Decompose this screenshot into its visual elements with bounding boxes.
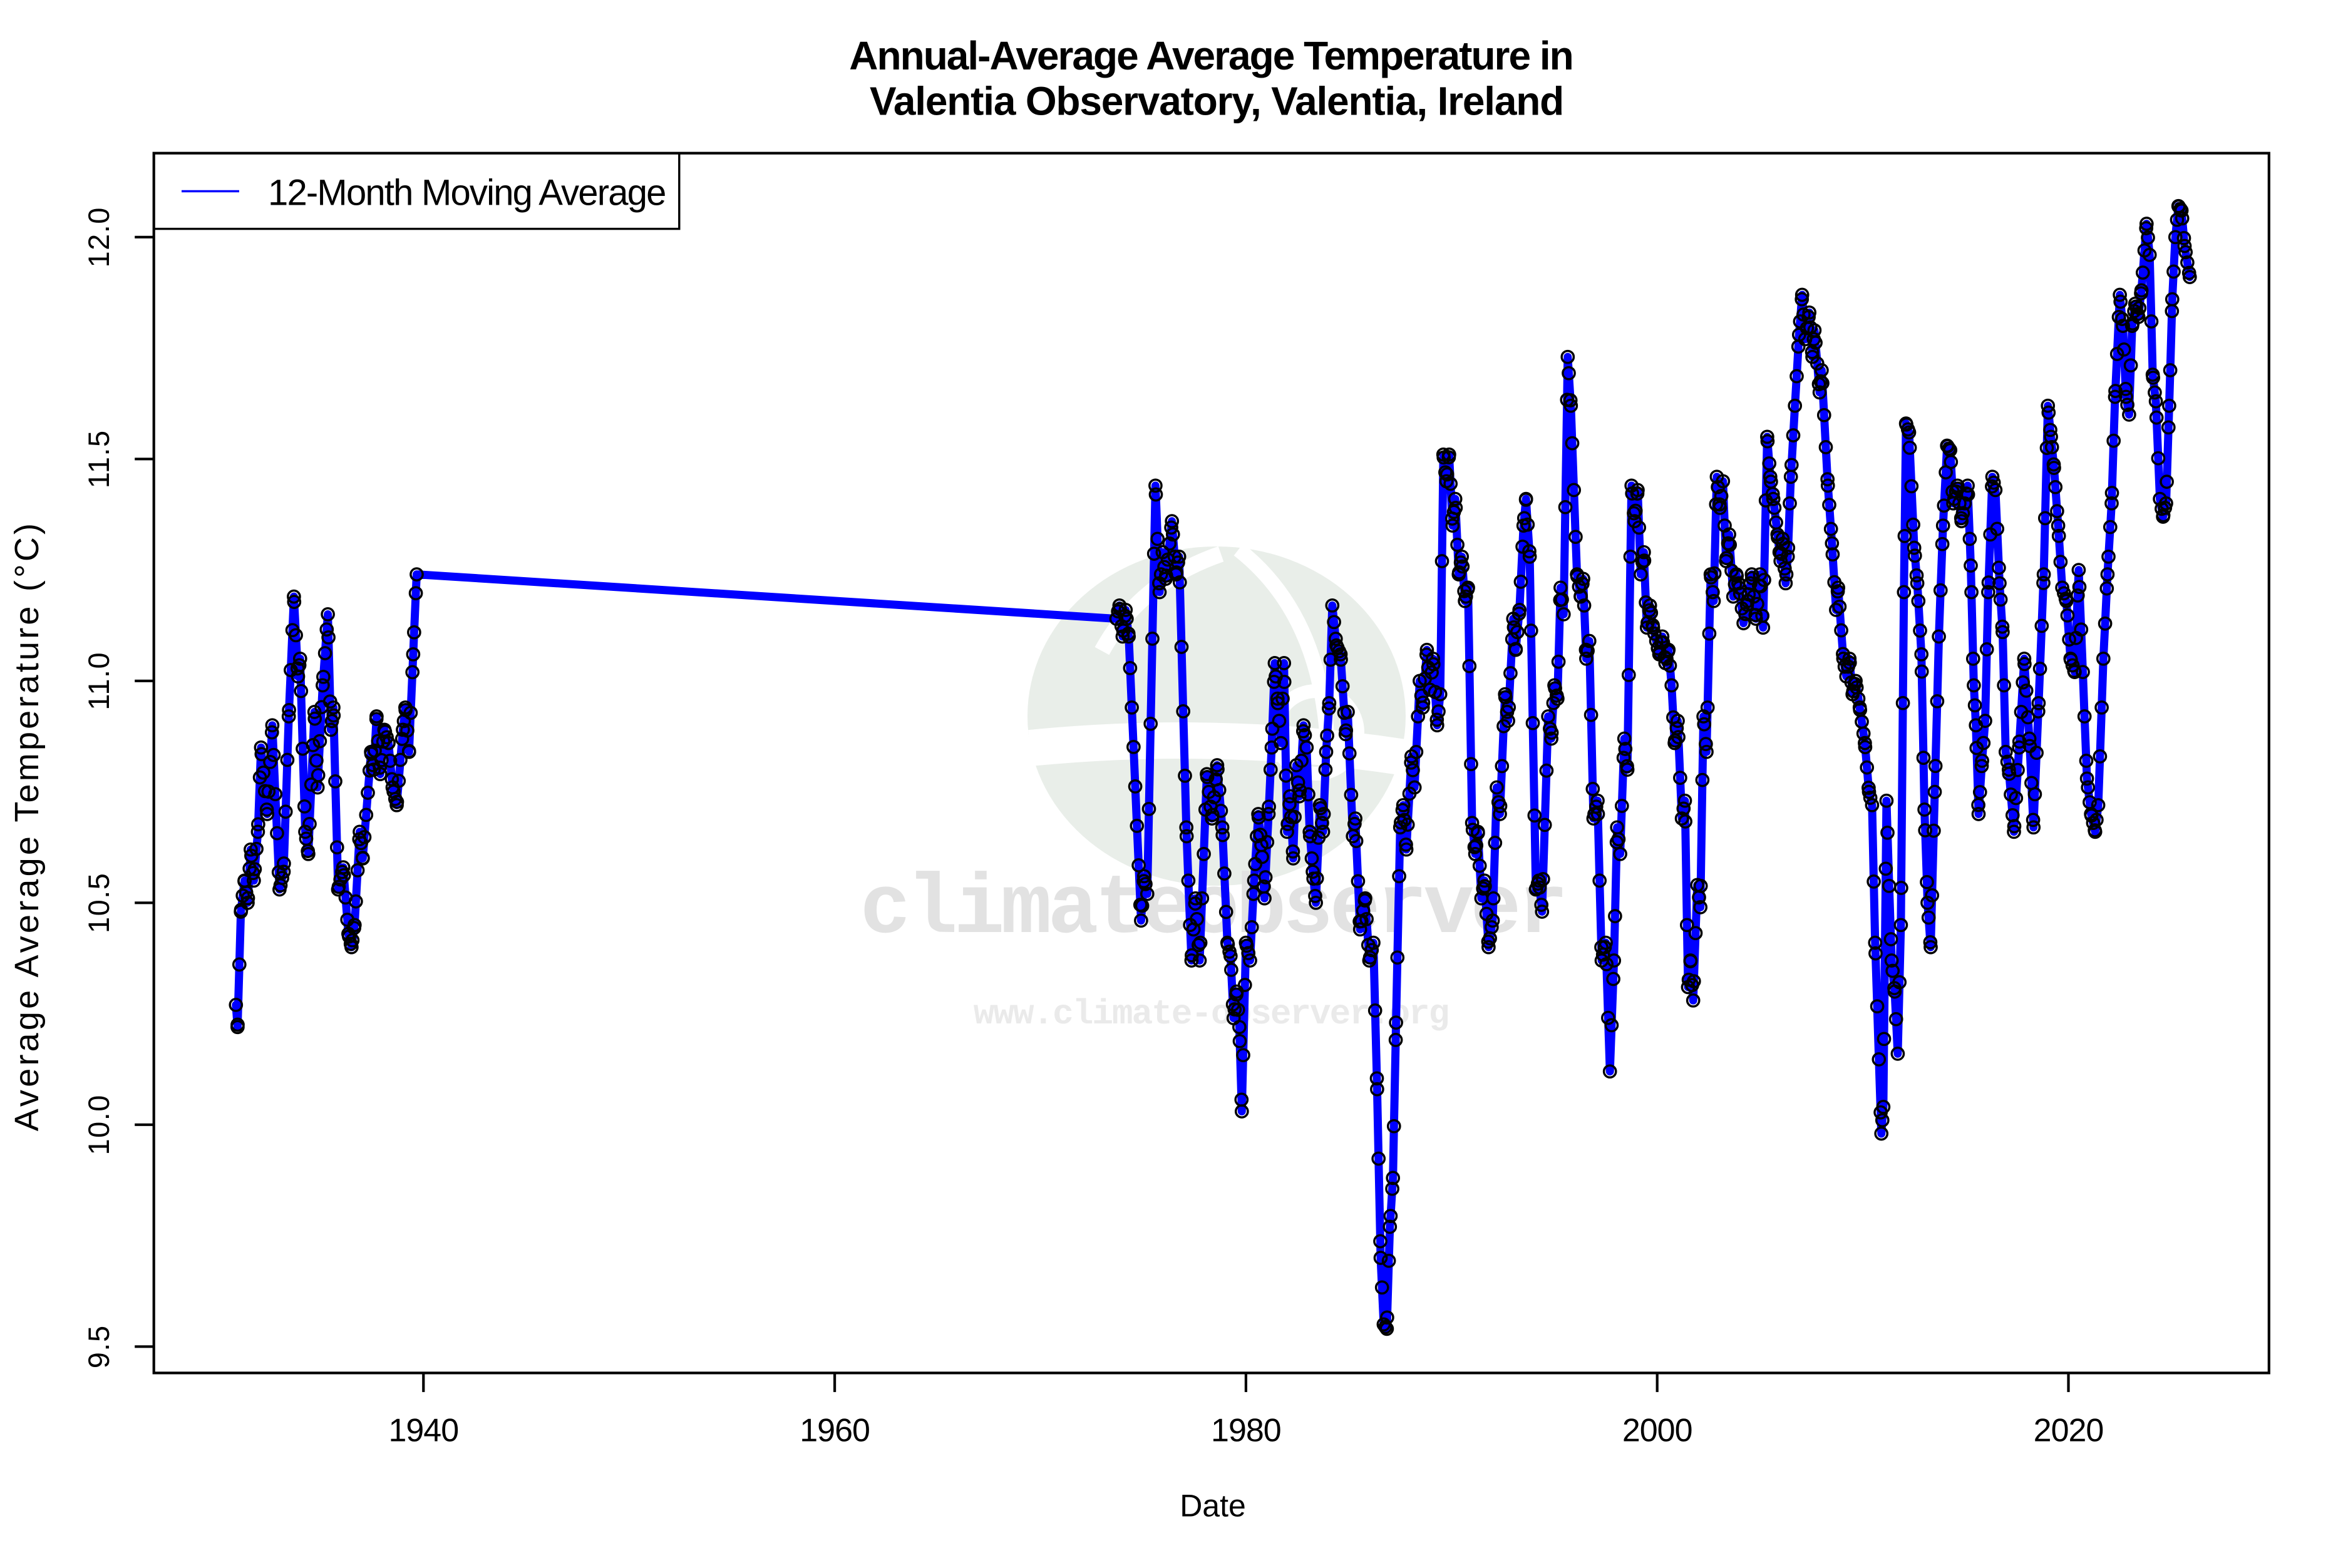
- svg-text:2000: 2000: [1622, 1413, 1692, 1449]
- svg-text:1980: 1980: [1211, 1413, 1281, 1449]
- svg-text:1940: 1940: [388, 1413, 458, 1449]
- svg-text:10.5: 10.5: [82, 873, 115, 933]
- svg-text:11.0: 11.0: [82, 652, 115, 710]
- svg-text:2020: 2020: [2034, 1413, 2104, 1449]
- svg-text:Date: Date: [1180, 1489, 1246, 1524]
- svg-text:Average Average Temperature (°: Average Average Temperature (°C): [8, 521, 46, 1131]
- svg-text:Annual-Average Average Tempera: Annual-Average Average Temperature in: [849, 33, 1572, 78]
- svg-text:10.0: 10.0: [82, 1094, 115, 1155]
- svg-text:12-Month Moving Average: 12-Month Moving Average: [268, 173, 666, 213]
- svg-text:climateobserver: climateobserver: [860, 862, 1564, 958]
- svg-text:11.5: 11.5: [82, 429, 115, 488]
- svg-text:9.5: 9.5: [82, 1325, 115, 1368]
- svg-text:1960: 1960: [800, 1413, 870, 1449]
- svg-text:Valentia Observatory, Valentia: Valentia Observatory, Valentia, Ireland: [870, 79, 1563, 124]
- svg-text:12.0: 12.0: [82, 207, 115, 267]
